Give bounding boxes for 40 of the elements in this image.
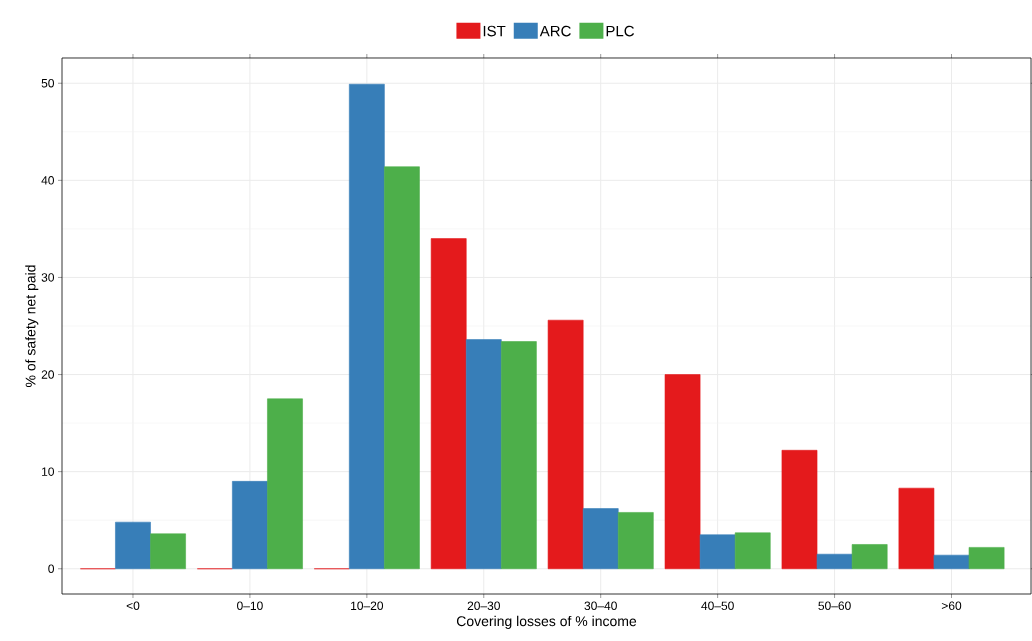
bar bbox=[933, 554, 970, 570]
bar bbox=[384, 166, 420, 570]
bar bbox=[617, 512, 654, 570]
bar bbox=[150, 533, 186, 570]
legend-label: IST bbox=[483, 25, 506, 37]
bar bbox=[734, 532, 771, 570]
bar bbox=[465, 339, 502, 570]
bar bbox=[816, 553, 853, 570]
bar bbox=[699, 534, 736, 570]
y-tick-label: 0 bbox=[48, 564, 55, 574]
bar bbox=[898, 487, 935, 570]
bar bbox=[501, 341, 537, 570]
x-tick-label: 50–60 bbox=[818, 601, 851, 611]
y-tick-label: 10 bbox=[42, 467, 55, 476]
x-tick-label: 0–10 bbox=[237, 601, 263, 611]
bar bbox=[547, 319, 584, 570]
bar bbox=[851, 544, 888, 570]
bar bbox=[582, 508, 619, 570]
bar bbox=[349, 83, 385, 570]
legend-label: ARC bbox=[539, 25, 571, 37]
y-tick-label: 20 bbox=[41, 370, 55, 379]
bar bbox=[781, 449, 818, 570]
x-tick-label: >60 bbox=[941, 601, 962, 611]
y-tick-label: 30 bbox=[41, 273, 55, 282]
x-axis-title: Covering losses of % income bbox=[456, 615, 637, 629]
x-tick-label: <0 bbox=[126, 601, 140, 611]
y-tick-label: 50 bbox=[41, 79, 55, 88]
bar bbox=[430, 238, 467, 570]
x-tick-label: 10–20 bbox=[351, 601, 384, 611]
y-axis-title: % of safety net paid bbox=[25, 265, 39, 387]
y-tick-label: 40 bbox=[41, 176, 55, 185]
bar bbox=[267, 398, 303, 570]
bar bbox=[115, 521, 151, 570]
bar bbox=[232, 481, 268, 570]
bar bbox=[968, 547, 1005, 570]
legend-label: PLC bbox=[606, 25, 635, 37]
bar bbox=[664, 374, 701, 570]
x-tick-label: 40–50 bbox=[701, 601, 734, 611]
x-tick-label: 30–40 bbox=[584, 601, 617, 611]
x-tick-label: 20–30 bbox=[467, 601, 500, 611]
